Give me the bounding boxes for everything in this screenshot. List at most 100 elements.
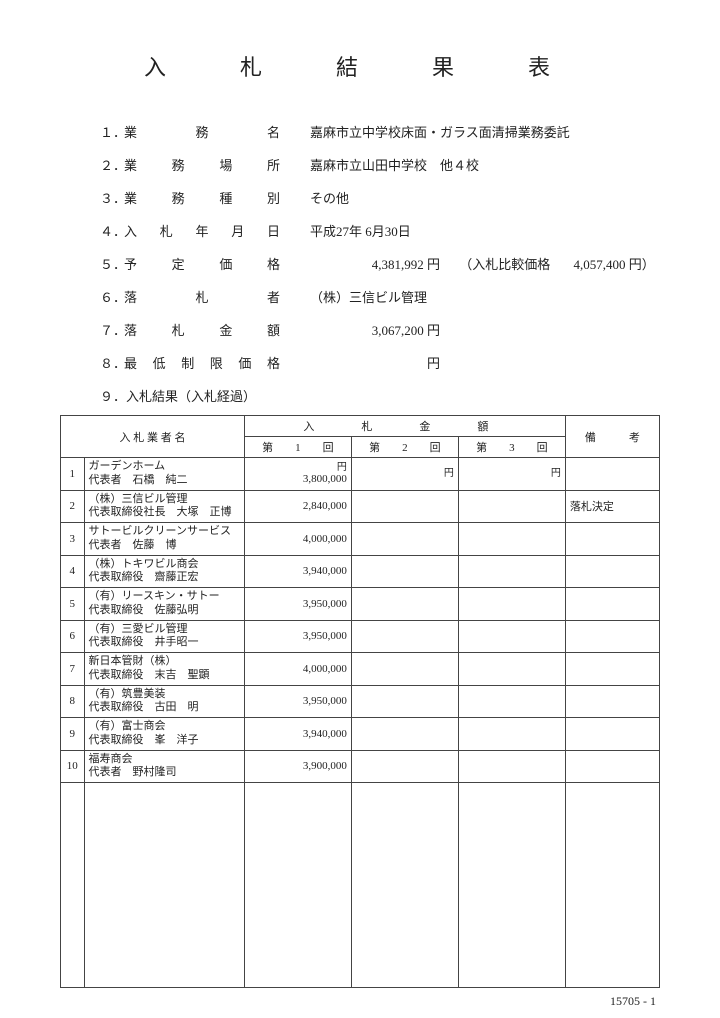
note-cell (565, 458, 659, 491)
amount-round1: 3,950,000 (244, 685, 351, 718)
field-value: （株）三信ビル管理 (280, 287, 660, 306)
amount-round2 (351, 490, 458, 523)
field-row-6: ６． 落 札 者 （株）三信ビル管理 (100, 287, 660, 306)
field-label: 業 務 名 (124, 122, 280, 141)
table-row: 7新日本管財（株）代表取締役 末吉 聖顕4,000,000 (61, 653, 660, 686)
field-row-7: ７． 落 札 金 額 3,067,200 円 (100, 320, 660, 339)
field-label: 落 札 者 (124, 287, 280, 306)
field-label: 入 札 年 月 日 (124, 221, 280, 240)
amount-round2 (351, 588, 458, 621)
amount-round3 (458, 653, 565, 686)
field-value: 嘉麻市立中学校床面・ガラス面清掃業務委託 (280, 122, 660, 141)
field-num: １． (100, 122, 124, 141)
amount-round3 (458, 620, 565, 653)
note-cell (565, 653, 659, 686)
table-row: 8（有）筑豊美装代表取締役 古田 明3,950,000 (61, 685, 660, 718)
amount-round3 (458, 523, 565, 556)
table-row: 4（株）トキワビル商会代表取締役 齋藤正宏3,940,000 (61, 555, 660, 588)
amount-round3 (458, 685, 565, 718)
field-row-5: ５． 予 定 価 格 4,381,992 円 （入札比較価格 4,057,400… (100, 254, 660, 273)
min-price: 円 (310, 353, 440, 372)
table-row: 3サトービルクリーンサービス代表者 佐藤 博4,000,000 (61, 523, 660, 556)
document-title: 入 札 結 果 表 (60, 50, 660, 82)
note-cell: 落札決定 (565, 490, 659, 523)
note-cell (565, 685, 659, 718)
amount-round1: 4,000,000 (244, 653, 351, 686)
field-row-3: ３． 業 務 種 別 その他 (100, 188, 660, 207)
bidder-name: サトービルクリーンサービス代表者 佐藤 博 (84, 523, 244, 556)
bid-results-table: 入 札 業 者 名 入 札 金 額 備 考 第 1 回 第 2 回 第 3 回 … (60, 415, 660, 988)
th-bidder: 入 札 業 者 名 (61, 416, 245, 458)
amount-round2 (351, 653, 458, 686)
compare-value: 4,057,400 円） (574, 257, 655, 272)
amount-round1: 4,000,000 (244, 523, 351, 556)
row-number: 1 (61, 458, 85, 491)
amount-round3 (458, 555, 565, 588)
field-num: ３． (100, 188, 124, 207)
note-cell (565, 588, 659, 621)
table-row: 6（有）三愛ビル管理代表取締役 井手昭一3,950,000 (61, 620, 660, 653)
field-label: 業 務 種 別 (124, 188, 280, 207)
amount-round1: 円3,800,000 (244, 458, 351, 491)
row-number: 5 (61, 588, 85, 621)
amount-round3 (458, 750, 565, 783)
row-number: 3 (61, 523, 85, 556)
note-cell (565, 555, 659, 588)
th-round2: 第 2 回 (351, 437, 458, 458)
field-num: ８． (100, 353, 124, 372)
bidder-name: 福寿商会代表者 野村隆司 (84, 750, 244, 783)
row-number: 6 (61, 620, 85, 653)
amount-round1: 3,940,000 (244, 718, 351, 751)
amount-round1: 2,840,000 (244, 490, 351, 523)
field-value: 平成27年 6月30日 (280, 221, 660, 240)
amount-round2 (351, 750, 458, 783)
amount-round2 (351, 523, 458, 556)
field-label: 予 定 価 格 (124, 254, 280, 273)
table-blank-area (61, 783, 660, 988)
amount-round3: 円 (458, 458, 565, 491)
field-num: ７． (100, 320, 124, 339)
amount-round2 (351, 685, 458, 718)
amount-round1: 3,900,000 (244, 750, 351, 783)
amount-round3 (458, 588, 565, 621)
th-note: 備 考 (565, 416, 659, 458)
row-number: 8 (61, 685, 85, 718)
row-number: 2 (61, 490, 85, 523)
field-value: 3,067,200 円 (280, 320, 660, 339)
field-row-2: ２． 業 務 場 所 嘉麻市立山田中学校 他４校 (100, 155, 660, 174)
amount-round1: 3,950,000 (244, 588, 351, 621)
field-value: 4,381,992 円 （入札比較価格 4,057,400 円） (280, 254, 660, 273)
th-round3: 第 3 回 (458, 437, 565, 458)
field-row-1: １． 業 務 名 嘉麻市立中学校床面・ガラス面清掃業務委託 (100, 122, 660, 141)
th-amount-group: 入 札 金 額 (244, 416, 565, 437)
bidder-name: （有）三愛ビル管理代表取締役 井手昭一 (84, 620, 244, 653)
field-num: ２． (100, 155, 124, 174)
note-cell (565, 750, 659, 783)
th-round1: 第 1 回 (244, 437, 351, 458)
note-cell (565, 620, 659, 653)
bidder-name: （株）三信ビル管理代表取締役社長 大塚 正博 (84, 490, 244, 523)
table-row: 2（株）三信ビル管理代表取締役社長 大塚 正博2,840,000 落札決定 (61, 490, 660, 523)
field-label: 最 低 制 限 価 格 (124, 353, 280, 372)
amount-round3 (458, 718, 565, 751)
table-row: 5（有）リースキン・サトー代表取締役 佐藤弘明3,950,000 (61, 588, 660, 621)
field-label: 業 務 場 所 (124, 155, 280, 174)
bidder-name: （有）筑豊美装代表取締役 古田 明 (84, 685, 244, 718)
bidder-name: （株）トキワビル商会代表取締役 齋藤正宏 (84, 555, 244, 588)
field-value: 嘉麻市立山田中学校 他４校 (280, 155, 660, 174)
bidder-name: 新日本管財（株）代表取締役 末吉 聖顕 (84, 653, 244, 686)
field-value: その他 (280, 188, 660, 207)
field-num: ６． (100, 287, 124, 306)
amount-round2 (351, 718, 458, 751)
row-number: 7 (61, 653, 85, 686)
footer-code: 15705 - 1 (60, 994, 660, 1009)
amount-round1: 3,940,000 (244, 555, 351, 588)
table-row: 9（有）富士商会代表取締役 峯 洋子3,940,000 (61, 718, 660, 751)
document-page: 入 札 結 果 表 １． 業 務 名 嘉麻市立中学校床面・ガラス面清掃業務委託 … (0, 0, 720, 1018)
compare-label: （入札比較価格 (459, 257, 550, 272)
field-num: ５． (100, 254, 124, 273)
amount-round2: 円 (351, 458, 458, 491)
row-number: 9 (61, 718, 85, 751)
field-num: ４． (100, 221, 124, 240)
row-number: 4 (61, 555, 85, 588)
